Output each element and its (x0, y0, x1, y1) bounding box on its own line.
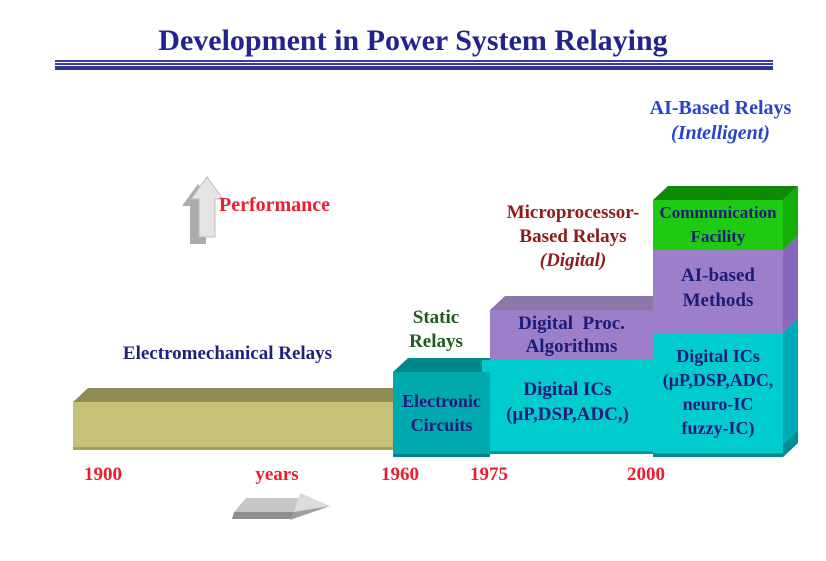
digital-proc-line2: Algorithms (525, 336, 618, 357)
ai-based-methods-box: AI-based Methods (653, 250, 783, 333)
year-1900: 1900 (84, 464, 122, 485)
static-relays-label: Static Relays (390, 306, 482, 354)
electromechanical-bar (73, 402, 393, 450)
electromechanical-relays-label: Electromechanical Relays (122, 343, 333, 364)
ai-based-relays-line1: AI-Based Relays (649, 97, 792, 119)
title-underline (55, 60, 773, 70)
microprocessor-line1: Microprocessor- (506, 202, 640, 223)
page-title: Development in Power System Relaying (158, 24, 668, 57)
ai-based-methods-line1: AI-based (681, 264, 755, 286)
electronic-circuits-box: Electronic Circuits (393, 372, 490, 457)
performance-label: Performance (219, 194, 331, 216)
digital-ics-mid-line2: (μP,DSP,ADC,) (506, 403, 629, 425)
communication-facility-box: Communication Facility (653, 200, 783, 250)
static-relays-line1: Static (412, 307, 460, 328)
static-relays-line2: Relays (409, 330, 463, 352)
electromechanical-bar-bottom-edge (73, 447, 393, 450)
ai-based-relays-label: AI-Based Relays (Intelligent) (615, 96, 826, 146)
time-right-arrow-icon (232, 493, 330, 520)
microprocessor-relays-label: Microprocessor- Based Relays (Digital) (478, 201, 668, 272)
digital-ics-right-side-face (783, 319, 798, 457)
digital-ics-right-box: Digital ICs (μP,DSP,ADC, neuro-IC fuzzy-… (653, 333, 783, 457)
digital-ics-mid-box: Digital ICs (μP,DSP,ADC,) (482, 360, 653, 454)
digital-ics-right-line4: fuzzy-IC) (681, 418, 755, 438)
ai-based-relays-line2: (Intelligent) (671, 122, 770, 144)
microprocessor-line2: Based Relays (519, 225, 627, 247)
digital-ics-right-side-bottom-edge (783, 431, 798, 457)
digital-proc-top-face (490, 296, 668, 310)
microprocessor-line3: (Digital) (539, 249, 607, 271)
digital-proc-algorithms-box: Digital Proc. Algorithms (490, 310, 653, 360)
year-1960: 1960 (381, 464, 419, 485)
ai-based-methods-line2: Methods (682, 289, 754, 311)
years-axis-label: years (255, 464, 299, 485)
digital-ics-right-line3: neuro-IC (682, 394, 754, 414)
communication-top-face (653, 186, 798, 200)
digital-ics-mid-line1: Digital ICs (523, 378, 612, 400)
digital-ics-right-line2: (μP,DSP,ADC, (662, 370, 774, 390)
year-2000: 2000 (627, 464, 665, 485)
electronic-circuits-top-face (393, 358, 505, 372)
communication-facility-line2: Facility (690, 227, 746, 246)
electronic-circuits-line2: Circuits (410, 415, 473, 435)
digital-proc-line1: Digital Proc. (518, 313, 625, 334)
year-1975: 1975 (470, 464, 508, 485)
communication-side-face (783, 186, 798, 250)
ai-methods-side-face (783, 236, 798, 333)
electromechanical-bar-top-face (73, 388, 408, 402)
communication-facility-line1: Communication (659, 203, 777, 222)
electronic-circuits-line1: Electronic (402, 391, 481, 411)
performance-up-arrow-icon (182, 176, 224, 244)
digital-ics-right-line1: Digital ICs (676, 346, 760, 366)
